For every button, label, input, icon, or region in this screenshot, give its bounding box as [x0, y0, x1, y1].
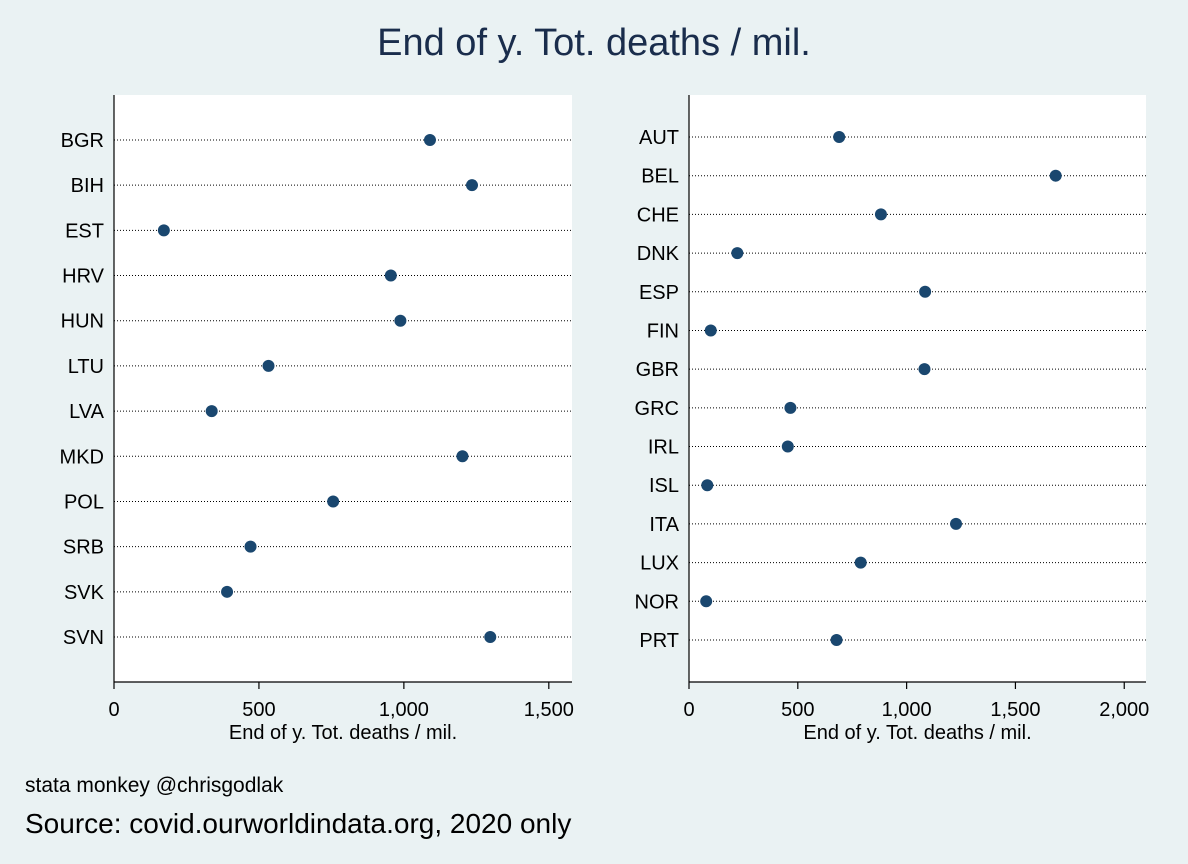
- right-panel: AUT BEL CHE DNK ESP FIN GBR GRC IRL ISL ITA LUX NOR P…: [635, 95, 1149, 744]
- right-x-tick-label: 500: [781, 699, 814, 721]
- right-data-point: [704, 324, 717, 337]
- left-data-point: [384, 269, 397, 282]
- right-category-label: FIN: [647, 320, 679, 342]
- left-category-label: LTU: [68, 356, 104, 378]
- left-category-label: SVN: [63, 627, 104, 649]
- right-category-label: PRT: [639, 630, 679, 652]
- right-data-point: [1049, 169, 1062, 182]
- left-x-tick-label: 1,000: [379, 699, 429, 721]
- left-x-tick-label: 1,500: [524, 699, 574, 721]
- left-x-axis-label: End of y. Tot. deaths / mil.: [229, 722, 457, 744]
- left-data-point: [456, 450, 469, 463]
- author-note: stata monkey @chrisgodlak: [25, 774, 284, 797]
- left-category-label: SVK: [64, 582, 105, 604]
- right-category-label: ITA: [649, 514, 679, 536]
- right-data-point: [701, 479, 714, 492]
- left-data-point: [157, 224, 170, 237]
- right-data-point: [830, 634, 843, 646]
- right-x-tick-label: 0: [683, 699, 694, 721]
- right-category-label: NOR: [635, 591, 679, 613]
- left-data-point: [205, 405, 218, 418]
- left-data-point: [484, 631, 497, 643]
- right-category-label: DNK: [637, 243, 680, 265]
- right-category-label: ISL: [649, 475, 679, 497]
- left-plot-area: [114, 95, 572, 682]
- right-data-point: [919, 285, 932, 298]
- right-x-tick-label: 1,500: [990, 699, 1040, 721]
- left-category-label: BIH: [71, 175, 104, 197]
- left-category-label: HUN: [61, 311, 104, 333]
- right-category-label: GBR: [636, 359, 679, 381]
- right-data-point: [833, 131, 846, 143]
- right-category-label: CHE: [637, 204, 679, 226]
- left-category-label: MKD: [60, 446, 104, 468]
- right-category-label: GRC: [635, 398, 679, 420]
- right-data-point: [784, 401, 797, 414]
- right-data-point: [874, 208, 887, 221]
- left-x-tick-label: 500: [242, 699, 275, 721]
- right-x-axis-label: End of y. Tot. deaths / mil.: [803, 722, 1031, 744]
- right-data-point: [700, 595, 713, 608]
- right-x-tick-label: 1,000: [882, 699, 932, 721]
- left-category-label: LVA: [69, 401, 104, 423]
- chart-title: End of y. Tot. deaths / mil.: [377, 22, 811, 64]
- right-data-point: [781, 440, 794, 453]
- right-data-point: [950, 517, 963, 530]
- right-data-point: [918, 363, 931, 376]
- left-category-label: POL: [64, 491, 104, 513]
- left-data-point: [465, 179, 478, 192]
- right-plot-area: [689, 95, 1146, 682]
- left-data-point: [244, 540, 257, 553]
- left-category-label: EST: [65, 220, 104, 242]
- source-note: Source: covid.ourworldindata.org, 2020 o…: [25, 808, 572, 839]
- left-data-point: [221, 585, 234, 598]
- left-data-point: [394, 314, 407, 327]
- left-x-tick-label: 0: [108, 699, 119, 721]
- right-category-label: AUT: [639, 127, 679, 149]
- left-category-label: SRB: [63, 537, 104, 559]
- left-category-label: BGR: [61, 130, 104, 152]
- right-category-label: BEL: [641, 166, 679, 188]
- left-panel: BGR BIH EST HRV HUN LTU LVA MKD POL SRB SVK SVN 0 500…: [60, 95, 574, 744]
- right-data-point: [854, 556, 867, 569]
- right-category-label: IRL: [648, 437, 679, 459]
- right-data-point: [731, 247, 744, 260]
- right-x-tick-label: 2,000: [1099, 699, 1149, 721]
- left-data-point: [262, 359, 275, 372]
- left-data-point: [327, 495, 340, 508]
- right-category-label: ESP: [639, 282, 679, 304]
- left-data-point: [423, 134, 436, 146]
- right-category-label: LUX: [640, 553, 679, 575]
- left-category-label: HRV: [62, 266, 105, 288]
